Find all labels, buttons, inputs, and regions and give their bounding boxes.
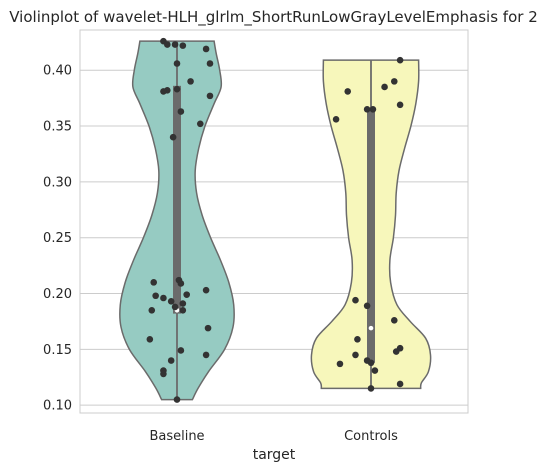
data-point — [167, 357, 175, 364]
data-point — [179, 306, 187, 314]
x-tick-label: Baseline — [149, 429, 204, 444]
y-tick-label: 0.40 — [43, 64, 72, 79]
data-point — [354, 336, 361, 343]
data-point — [396, 101, 404, 109]
data-point — [396, 56, 404, 64]
data-point — [183, 291, 190, 298]
data-point — [167, 298, 175, 305]
data-point — [160, 88, 167, 95]
data-point — [177, 347, 185, 354]
data-point — [352, 351, 359, 359]
x-tick-label: Controls — [344, 429, 398, 444]
data-point — [381, 83, 388, 91]
data-point — [344, 88, 352, 95]
data-point — [171, 41, 179, 48]
data-point — [352, 296, 359, 304]
data-point — [171, 303, 179, 311]
data-point — [204, 324, 212, 332]
data-point — [396, 380, 404, 388]
data-point — [390, 317, 398, 324]
data-point — [179, 300, 187, 307]
data-point — [164, 41, 171, 48]
y-tick-label: 0.30 — [43, 175, 72, 190]
data-point — [371, 367, 379, 374]
data-point — [390, 78, 398, 85]
data-point — [177, 280, 185, 287]
data-point — [363, 105, 371, 113]
data-point — [177, 108, 185, 115]
y-tick-labels: 0.10 0.15 0.20 0.25 0.30 0.35 0.40 — [43, 64, 72, 414]
data-point — [367, 359, 375, 367]
data-point — [336, 360, 344, 368]
data-point — [202, 286, 210, 294]
data-point — [179, 42, 187, 49]
data-point — [146, 336, 154, 343]
violins — [119, 40, 432, 401]
y-tick-label: 0.20 — [43, 287, 72, 302]
data-point — [160, 370, 167, 378]
data-point — [196, 120, 204, 128]
data-point — [332, 116, 340, 123]
data-point — [173, 85, 181, 93]
data-point — [187, 78, 194, 85]
data-point — [367, 385, 375, 392]
data-point — [206, 60, 214, 67]
y-tick-label: 0.25 — [43, 231, 72, 246]
chart-title: Violinplot of wavelet-HLH_glrlm_ShortRun… — [9, 8, 538, 27]
data-point — [392, 348, 400, 355]
data-point — [369, 105, 377, 113]
data-point — [150, 279, 158, 286]
data-point — [202, 45, 210, 53]
data-point — [160, 294, 167, 302]
data-point — [148, 306, 156, 314]
x-axis-label: target — [253, 447, 296, 463]
y-tick-label: 0.10 — [43, 399, 72, 414]
plot-frame — [79, 29, 469, 414]
data-point — [152, 292, 159, 300]
data-point — [173, 396, 181, 403]
violin-iqr-box — [367, 108, 375, 363]
violin-median — [368, 325, 374, 331]
data-point — [206, 92, 214, 100]
data-point — [173, 60, 181, 67]
y-tick-label: 0.35 — [43, 120, 72, 135]
data-points — [146, 37, 404, 403]
data-point — [363, 302, 371, 310]
data-point — [169, 133, 177, 141]
x-tick-labels: Baseline Controls — [149, 429, 398, 444]
y-tick-label: 0.15 — [43, 343, 72, 358]
violin-iqr-box — [173, 85, 181, 314]
data-point — [202, 351, 210, 359]
